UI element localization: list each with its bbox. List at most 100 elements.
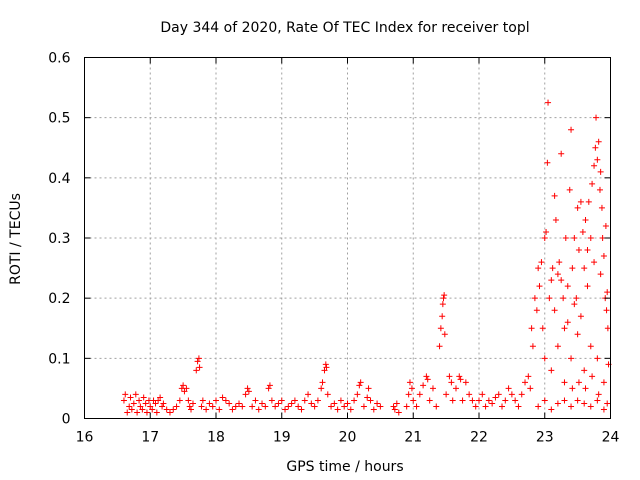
data-point [584, 283, 591, 290]
data-point [196, 364, 203, 371]
data-point [592, 144, 599, 151]
data-point [159, 403, 166, 410]
y-tick-label: 0.4 [48, 171, 70, 187]
data-point [314, 397, 321, 404]
data-point [591, 259, 598, 266]
data-point [163, 406, 170, 413]
data-point [604, 289, 611, 296]
data-point [347, 406, 354, 413]
data-point [595, 138, 602, 145]
data-point [128, 406, 135, 413]
data-point [551, 192, 558, 199]
data-point [546, 295, 553, 302]
data-point [441, 331, 448, 338]
data-point [492, 394, 499, 401]
data-point [459, 397, 466, 404]
data-point [130, 400, 137, 407]
data-point [323, 364, 330, 371]
data-point [543, 228, 550, 235]
data-point [604, 400, 611, 407]
data-point [575, 247, 582, 254]
data-point [457, 376, 464, 383]
data-point [594, 397, 601, 404]
data-point [587, 343, 594, 350]
data-point [558, 150, 565, 157]
data-point [440, 295, 447, 302]
data-point [522, 379, 529, 386]
data-point [452, 385, 459, 392]
data-point [466, 391, 473, 398]
data-point [571, 235, 578, 241]
data-points [120, 99, 612, 416]
y-tick-label: 0.1 [48, 351, 70, 367]
data-point [594, 355, 601, 362]
data-point [160, 400, 167, 407]
data-point [288, 400, 295, 407]
data-point [446, 373, 453, 380]
data-point [515, 403, 522, 410]
x-tick-label: 16 [76, 430, 94, 446]
data-point [337, 397, 344, 404]
data-point [528, 325, 535, 332]
data-point [581, 265, 588, 272]
data-point [429, 385, 436, 392]
data-point [157, 394, 164, 401]
data-point [132, 391, 139, 398]
data-point [195, 355, 202, 362]
data-point [236, 400, 243, 407]
data-point [298, 406, 305, 413]
data-point [199, 397, 206, 404]
data-point [259, 400, 266, 407]
data-point [232, 403, 239, 410]
data-point [152, 400, 159, 407]
data-point [577, 198, 584, 205]
data-point [194, 358, 201, 365]
data-point [311, 403, 318, 410]
data-point [360, 403, 367, 410]
data-point [462, 379, 469, 386]
data-point [479, 391, 486, 398]
data-point [188, 406, 195, 413]
data-point [244, 385, 251, 392]
data-point [403, 403, 410, 410]
data-point [541, 397, 548, 404]
data-point [589, 373, 596, 380]
data-point [554, 400, 561, 407]
data-point [600, 379, 607, 386]
data-point [533, 307, 540, 314]
data-point [518, 391, 525, 398]
data-point [318, 385, 325, 392]
data-point [420, 382, 427, 389]
data-point [229, 406, 236, 413]
data-point [574, 204, 581, 211]
data-point [569, 265, 576, 272]
data-point [282, 406, 289, 413]
data-point [147, 403, 154, 410]
y-tick-label: 0.5 [48, 111, 70, 127]
data-point [357, 379, 364, 386]
data-point [426, 397, 433, 404]
data-point [549, 265, 556, 272]
data-point [406, 379, 413, 386]
y-tick-label: 0.2 [48, 291, 70, 307]
data-point [139, 406, 146, 413]
data-point [443, 391, 450, 398]
data-point [552, 216, 559, 223]
x-tick-label: 24 [602, 430, 620, 446]
data-point [560, 295, 567, 302]
data-point [593, 114, 600, 121]
data-point [183, 385, 190, 392]
data-point [255, 406, 262, 413]
data-point [554, 271, 561, 278]
data-point [322, 361, 329, 368]
data-point [574, 331, 581, 338]
axis-ticks: 16 17 18 19 20 21 22 23 24 0 0.1 0.2 0.3 0.4 0.5 0.6 [48, 51, 619, 446]
data-point [597, 168, 604, 175]
data-point [344, 400, 351, 407]
data-point [600, 406, 607, 413]
data-point [561, 397, 568, 404]
data-point [561, 379, 568, 386]
data-point [301, 397, 308, 404]
data-point [272, 403, 279, 410]
data-point [245, 388, 252, 395]
